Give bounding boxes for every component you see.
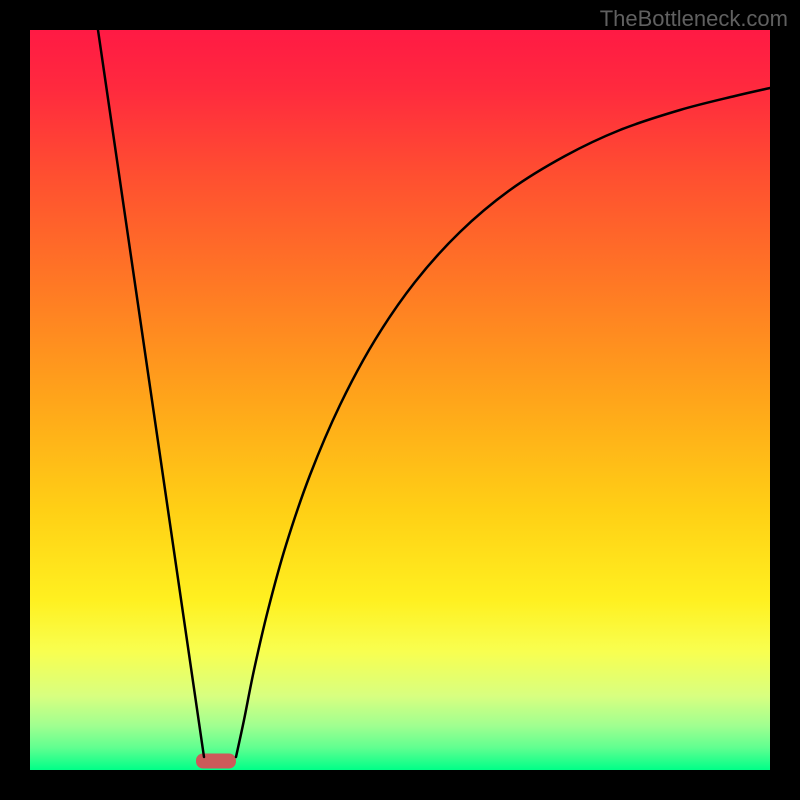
watermark-text: TheBottleneck.com (600, 6, 788, 32)
chart-container: TheBottleneck.com (0, 0, 800, 800)
bottleneck-chart (0, 0, 800, 800)
minimum-marker (196, 754, 236, 769)
